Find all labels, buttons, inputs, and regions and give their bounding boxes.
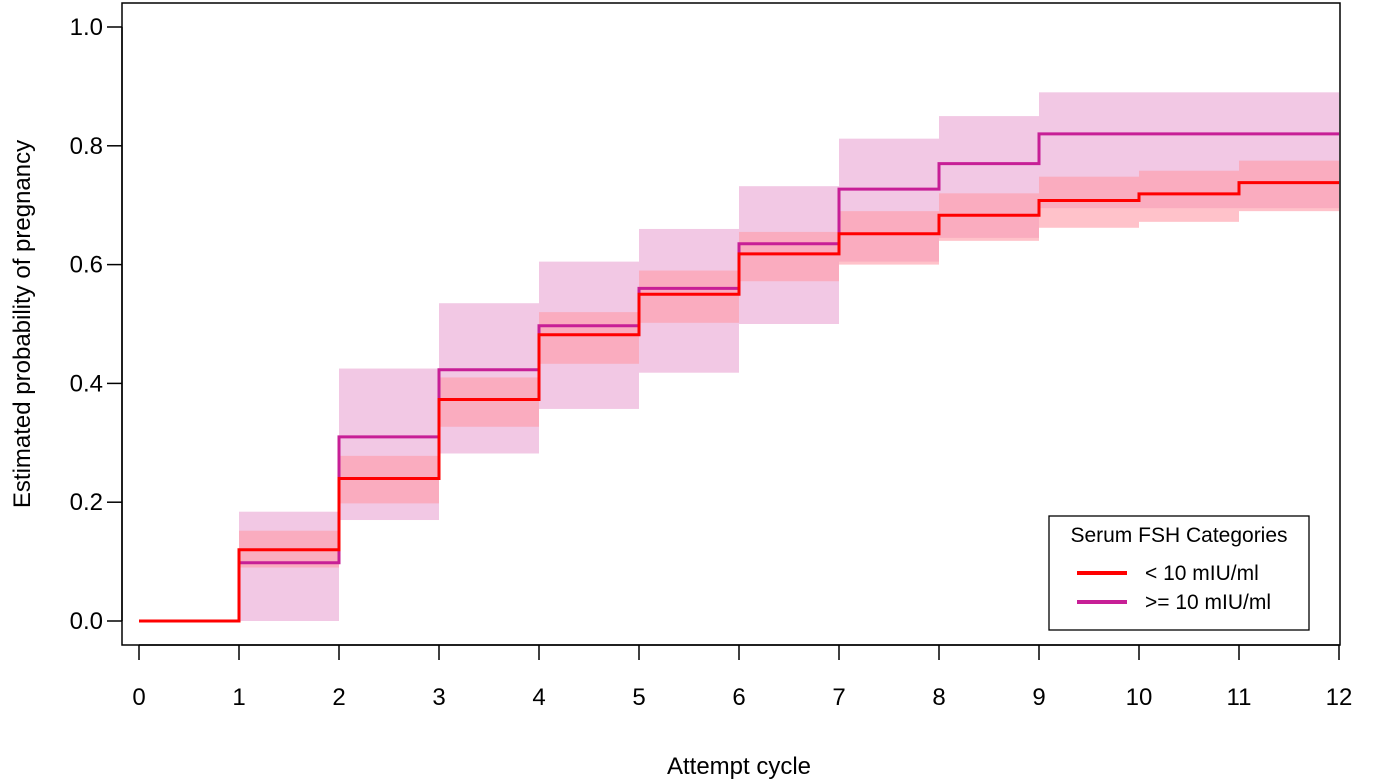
series-lines <box>139 132 1339 623</box>
x-axis-label: Attempt cycle <box>667 753 811 780</box>
y-tick-label: 0.8 <box>70 133 103 160</box>
series-line-10-miu-ml <box>139 181 1339 623</box>
ci-band-10-miu-ml-6 <box>739 231 839 282</box>
y-tick-label: 1.0 <box>70 14 103 41</box>
legend-title: Serum FSH Categories <box>1070 524 1287 547</box>
x-tick-label: 9 <box>1032 684 1045 711</box>
x-tick-label: 3 <box>432 684 445 711</box>
x-axis: 0 1 2 3 4 5 6 7 8 9 10 11 12 <box>132 644 1353 711</box>
x-tick-label: 5 <box>632 684 645 711</box>
x-tick-label: 0 <box>132 684 145 711</box>
ci-band-10-miu-ml-7 <box>839 211 939 265</box>
x-tick-label: 2 <box>332 684 345 711</box>
confidence-bands <box>239 92 1339 621</box>
y-tick-label: 0.6 <box>70 252 103 279</box>
legend: Serum FSH Categories < 10 mIU/ml >= 10 m… <box>1048 515 1310 631</box>
legend-label-ge10: >= 10 mIU/ml <box>1145 591 1271 614</box>
ci-band-10-miu-ml-5 <box>639 270 739 323</box>
x-tick-label: 8 <box>932 684 945 711</box>
y-tick-label: 0.0 <box>70 608 103 635</box>
y-tick-label: 0.4 <box>70 370 103 397</box>
ci-band-10-miu-ml-9 <box>1039 176 1139 228</box>
x-tick-label: 4 <box>532 684 545 711</box>
ci-band-10-miu-ml-8 <box>939 193 1039 241</box>
ci-band-10-miu-ml-10 <box>1139 170 1239 222</box>
y-axis-label: Estimated probability of pregnancy <box>9 140 36 508</box>
ci-band-10-miu-ml-4 <box>539 312 639 364</box>
ci-band-10-miu-ml-3 <box>439 377 539 427</box>
legend-label-lt10: < 10 mIU/ml <box>1145 562 1259 585</box>
x-tick-label: 11 <box>1227 684 1252 711</box>
y-tick-label: 0.2 <box>70 489 103 516</box>
ci-band-10-miu-ml-11 <box>1239 160 1339 212</box>
x-tick-label: 1 <box>232 684 245 711</box>
x-tick-label: 6 <box>732 684 745 711</box>
x-tick-label: 12 <box>1326 684 1353 711</box>
x-tick-label: 10 <box>1126 684 1153 711</box>
x-tick-label: 7 <box>832 684 845 711</box>
y-axis: 0.0 0.2 0.4 0.6 0.8 1.0 <box>70 14 123 635</box>
